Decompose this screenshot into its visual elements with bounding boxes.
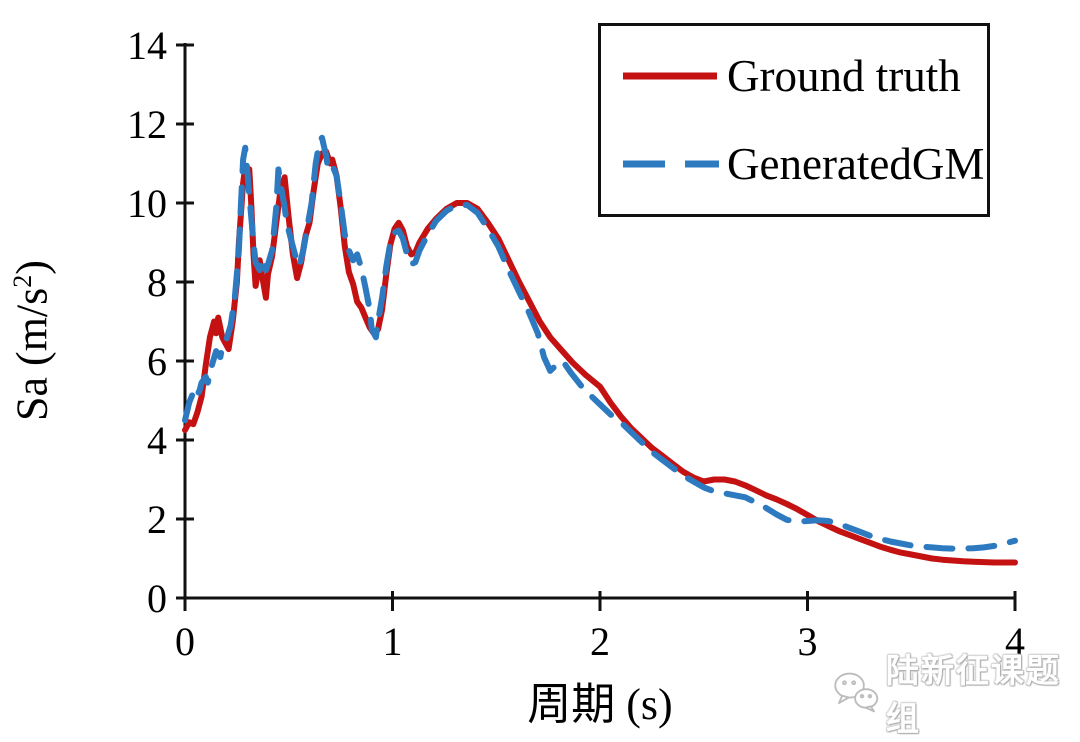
legend-dashed-line-sample [623,160,719,168]
legend-label-ground-truth: Ground truth [727,51,961,101]
watermark-text: 陆新征课题组 [886,652,1062,737]
watermark: 陆新征课题组 [832,652,1080,737]
x-tick-label: 0 [175,619,195,664]
y-axis-title-sup: 2 [7,274,37,288]
y-axis-title-text: Sa (m/s [7,287,57,421]
y-tick-label: 4 [147,418,167,463]
y-tick-label: 14 [127,23,167,68]
x-tick-label: 3 [798,619,818,664]
legend-solid-line-sample [623,72,717,80]
y-axis-title-suffix: ) [7,260,57,275]
x-axis-title: 周期 (s) [527,680,673,729]
y-tick-label: 0 [147,576,167,621]
legend: Ground truth GeneratedGM [598,23,990,217]
y-tick-label: 2 [147,497,167,542]
wechat-icon [834,672,879,713]
legend-entry-ground-truth: Ground truth [621,50,987,102]
legend-entry-generated-gm: GeneratedGM [621,138,987,190]
y-tick-label: 8 [147,260,167,305]
x-tick-label: 2 [590,619,610,664]
y-tick-label: 10 [127,181,167,226]
x-tick-label: 1 [383,619,403,664]
y-axis-title: Sa (m/s2) [7,221,58,461]
y-tick-label: 6 [147,339,167,384]
y-tick-label: 12 [127,102,167,147]
series-line-generatedgm [182,134,1018,552]
legend-label-generated-gm: GeneratedGM [727,139,985,189]
x-tick-label: 4 [1005,619,1025,664]
